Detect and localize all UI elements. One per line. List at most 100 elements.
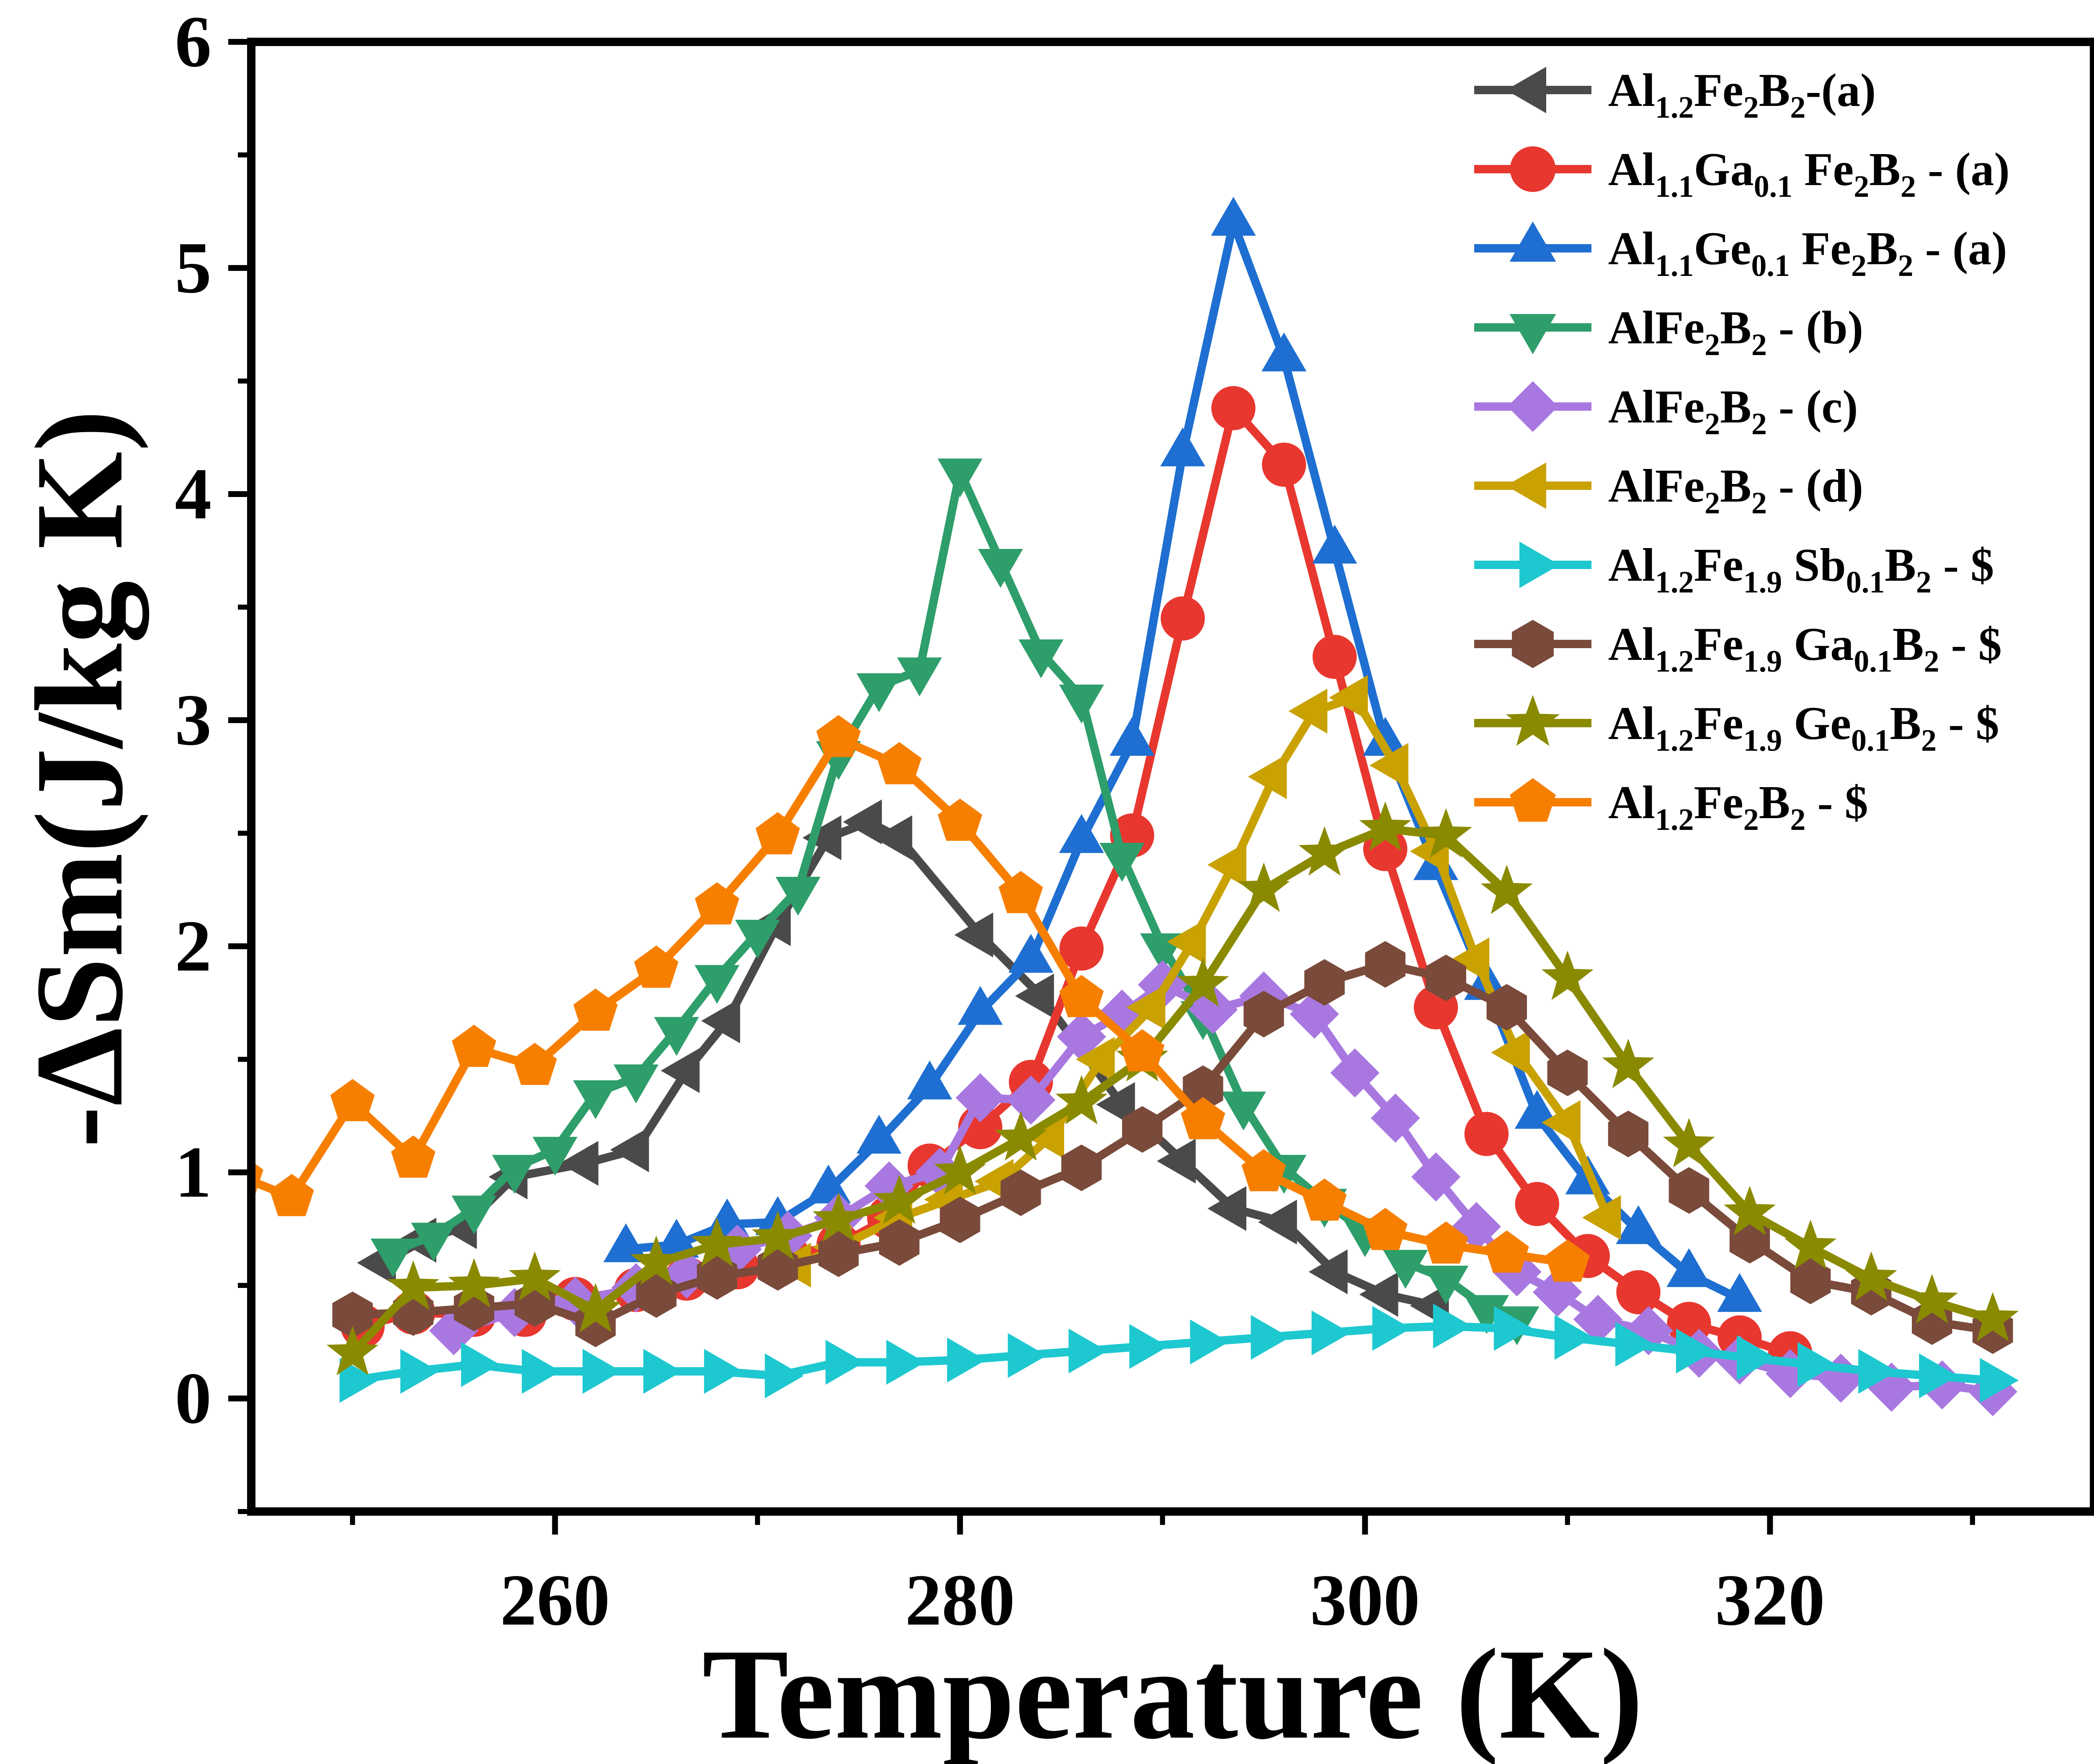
data-point [958, 986, 1003, 1025]
data-point [1363, 1208, 1408, 1250]
data-point [269, 1174, 314, 1216]
data-point [1359, 1272, 1398, 1317]
series-9 [251, 715, 1590, 1282]
legend-text: AlFe [1608, 302, 1705, 354]
data-point [998, 871, 1043, 913]
data-point [1616, 1205, 1661, 1244]
data-point [1545, 1239, 1590, 1282]
legend-swatch-marker [1509, 314, 1556, 354]
y-tick-label: 5 [175, 227, 212, 308]
data-point [1308, 1249, 1348, 1295]
data-point [387, 1260, 439, 1310]
legend-item: Al1.2Fe1.9 Ge0.1B2 - $ [1474, 695, 1999, 758]
data-point [1243, 991, 1284, 1038]
legend-subscript: 1.2 [1655, 644, 1694, 679]
legend-item: Al1.1Ga0.1 Fe2B2 - (a) [1474, 144, 2010, 204]
legend-subscript: 2 [1705, 486, 1720, 520]
legend-swatch-marker [1509, 221, 1556, 262]
legend-text: - (b) [1767, 302, 1863, 354]
data-point [1059, 926, 1104, 971]
data-point [1211, 197, 1256, 236]
data-point [1515, 1182, 1560, 1226]
data-point [522, 1349, 561, 1394]
data-point [634, 945, 678, 988]
data-point [954, 912, 993, 958]
data-point [1967, 1292, 2019, 1342]
data-point [1424, 1221, 1468, 1264]
legend-subscript: 1.1 [1655, 170, 1694, 204]
legend-text: B [1720, 460, 1751, 512]
legend-swatch-marker [1507, 381, 1558, 432]
data-point [1608, 1110, 1649, 1157]
x-tick-label: 280 [905, 1559, 1015, 1640]
legend-item: Al1.2Fe1.9 Ga0.1B2 - $ [1474, 618, 2002, 679]
data-point [1411, 1152, 1461, 1202]
legend-swatch-marker [1510, 146, 1556, 192]
legend-text: - $ [1939, 618, 2001, 670]
data-point [940, 1196, 980, 1244]
data-point [704, 1349, 743, 1394]
legend-item: AlFe2B2 - (d) [1474, 460, 1863, 520]
data-point [955, 1073, 1005, 1123]
y-tick-label: 6 [175, 1, 212, 82]
data-point [1582, 1195, 1621, 1240]
legend-subscript: 2 [1898, 249, 1913, 283]
data-point [1055, 1075, 1108, 1125]
legend-text: - (a) [1913, 223, 2007, 275]
legend-text: - $ [1937, 698, 1999, 749]
data-point [1426, 954, 1466, 1002]
series-line [352, 1322, 1993, 1385]
data-point [1167, 919, 1206, 964]
series-line [352, 960, 1993, 1335]
legend-label: AlFe2B2 - (c) [1608, 381, 1858, 441]
data-point [614, 1064, 659, 1104]
data-point [1383, 1250, 1428, 1289]
data-point [603, 1223, 649, 1262]
data-point [1919, 1353, 1958, 1398]
data-point [1717, 1273, 1762, 1312]
legend-text: Fe [1694, 618, 1743, 670]
x-tick-label: 260 [500, 1559, 610, 1640]
legend-swatch-marker [1506, 67, 1546, 113]
data-point [1797, 1342, 1837, 1387]
data-point [735, 919, 780, 959]
y-tick-label: 0 [175, 1357, 212, 1439]
data-point [1251, 1315, 1290, 1360]
y-tick-label: 1 [175, 1131, 212, 1213]
data-point [1241, 1149, 1286, 1192]
data-point [400, 1349, 439, 1394]
legend-item: Al1.2Fe2B2 - $ [1474, 777, 1868, 837]
data-point [643, 1349, 682, 1394]
legend-subscript: 2 [1924, 644, 1939, 679]
data-point [1207, 1186, 1246, 1231]
legend-label: Al1.2Fe2B2-(a) [1608, 64, 1876, 125]
legend-text: Al [1608, 777, 1655, 829]
data-point [1493, 1306, 1533, 1351]
legend-subscript: 0.1 [1854, 644, 1893, 679]
legend-subscript: 0.1 [1846, 565, 1885, 600]
legend-subscript: 2 [1705, 407, 1720, 441]
legend-text: Fe [1694, 539, 1743, 591]
data-point [1845, 1251, 1898, 1301]
data-point [694, 965, 740, 1004]
data-point [1298, 826, 1351, 876]
legend-text: Al [1608, 698, 1655, 749]
legend-text: Al [1608, 618, 1655, 670]
data-point [1615, 1321, 1654, 1367]
data-point [775, 877, 821, 916]
legend-text: AlFe [1608, 381, 1705, 433]
legend-subscript: 0.1 [1751, 249, 1790, 283]
legend-subscript: 2 [1921, 724, 1937, 758]
legend-item: Al1.2Fe2B2-(a) [1474, 64, 1876, 125]
data-point [1602, 1038, 1655, 1088]
data-point [1541, 1100, 1581, 1145]
data-point [1099, 843, 1145, 882]
y-tick-label: 2 [175, 905, 212, 986]
legend-swatch-marker [1519, 541, 1560, 588]
data-point [1784, 1219, 1837, 1269]
data-point [1120, 1029, 1165, 1071]
data-point [1554, 1315, 1594, 1360]
data-point [1858, 1349, 1898, 1394]
data-point [701, 998, 740, 1043]
